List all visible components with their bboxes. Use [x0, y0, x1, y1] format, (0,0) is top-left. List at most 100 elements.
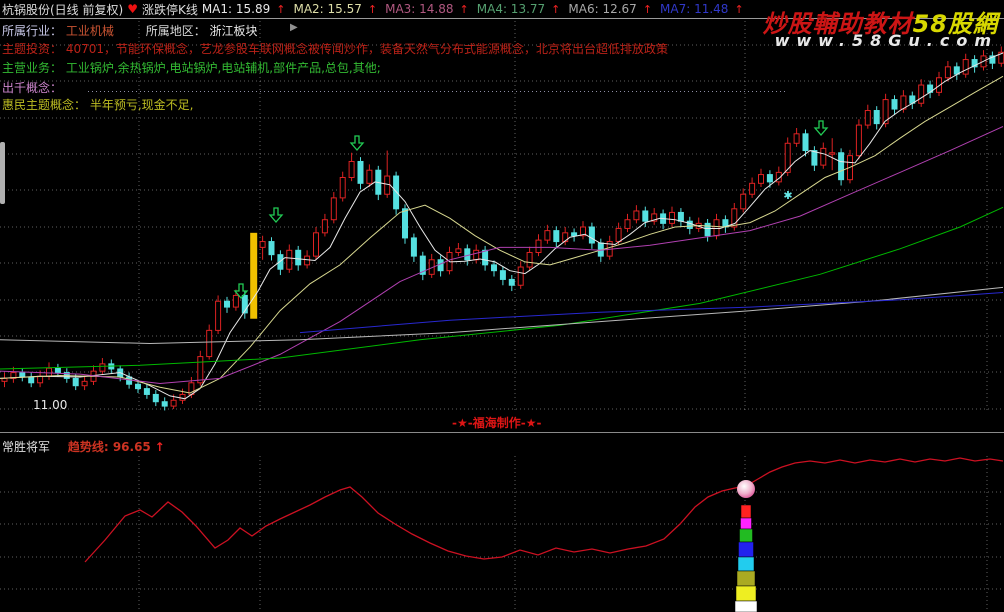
candle[interactable]	[838, 152, 845, 181]
candle[interactable]	[758, 174, 764, 184]
candle[interactable]	[99, 363, 106, 372]
candle[interactable]	[811, 150, 818, 166]
sub-indicator-name[interactable]: 常胜将军	[2, 440, 51, 454]
candle[interactable]	[54, 367, 61, 374]
candle[interactable]	[143, 388, 150, 395]
candle[interactable]	[28, 376, 35, 384]
candle[interactable]	[339, 176, 346, 199]
candle[interactable]	[19, 372, 26, 378]
candle[interactable]	[766, 174, 773, 183]
candle[interactable]	[936, 77, 942, 93]
candle[interactable]	[971, 59, 978, 68]
candle[interactable]	[384, 175, 391, 195]
candle[interactable]	[170, 399, 177, 407]
candle[interactable]	[829, 152, 836, 155]
indicator-name[interactable]: 涨跌停K线	[141, 2, 198, 17]
candle[interactable]	[268, 241, 275, 256]
candle[interactable]	[704, 222, 711, 237]
candle[interactable]	[677, 211, 684, 222]
candle[interactable]	[313, 232, 319, 257]
candle[interactable]	[393, 175, 400, 210]
candle[interactable]	[366, 169, 373, 184]
candle[interactable]	[473, 249, 480, 261]
candle[interactable]	[286, 249, 293, 270]
play-icon[interactable]: ▶	[290, 22, 298, 33]
candle[interactable]	[126, 376, 133, 385]
candle[interactable]	[944, 66, 951, 79]
candle[interactable]	[775, 171, 782, 183]
candle[interactable]	[918, 84, 925, 104]
candle[interactable]	[526, 251, 533, 268]
candle[interactable]	[206, 329, 213, 358]
candle[interactable]	[402, 208, 408, 239]
candle[interactable]	[135, 383, 141, 390]
candle[interactable]	[232, 294, 239, 308]
candle[interactable]	[455, 248, 462, 253]
candle[interactable]	[624, 219, 631, 229]
candle[interactable]	[669, 211, 675, 224]
candle[interactable]	[464, 248, 471, 261]
candle[interactable]	[553, 230, 560, 243]
candle[interactable]	[491, 264, 497, 272]
candle[interactable]	[46, 367, 52, 377]
candle[interactable]	[855, 124, 862, 157]
candle[interactable]	[891, 99, 898, 110]
candle[interactable]	[544, 230, 551, 241]
candle[interactable]	[749, 182, 756, 195]
industry-value[interactable]: 工业机械	[65, 24, 114, 38]
candle[interactable]	[419, 255, 426, 275]
candle[interactable]	[161, 401, 168, 407]
candle[interactable]	[499, 270, 506, 280]
candle[interactable]	[820, 147, 827, 166]
candle[interactable]	[224, 300, 230, 308]
candle[interactable]	[179, 393, 186, 401]
candle[interactable]	[588, 226, 595, 244]
candle[interactable]	[437, 259, 444, 272]
candle[interactable]	[81, 380, 88, 387]
candle[interactable]	[357, 160, 364, 184]
candle[interactable]	[295, 249, 302, 266]
candle[interactable]	[241, 294, 248, 314]
candle[interactable]	[882, 99, 889, 125]
candle[interactable]	[873, 110, 880, 125]
candle[interactable]	[348, 160, 355, 178]
candle[interactable]	[259, 241, 266, 248]
candle[interactable]	[535, 239, 542, 253]
candle[interactable]	[304, 255, 311, 266]
candle[interactable]	[802, 133, 809, 152]
candle[interactable]	[482, 249, 489, 266]
candle[interactable]	[517, 266, 524, 286]
candle[interactable]	[37, 375, 44, 384]
candle[interactable]	[864, 110, 871, 126]
candle[interactable]	[989, 55, 996, 64]
candle[interactable]	[508, 278, 515, 286]
candle[interactable]	[642, 210, 649, 222]
candle[interactable]	[410, 237, 417, 257]
candle[interactable]	[321, 219, 328, 234]
candle[interactable]	[793, 133, 800, 144]
candle[interactable]	[277, 254, 284, 270]
candle[interactable]	[1, 377, 8, 382]
candle[interactable]	[713, 219, 720, 237]
candle[interactable]	[10, 372, 17, 379]
candle[interactable]	[962, 59, 969, 75]
candle[interactable]	[740, 193, 747, 210]
left-scrollbar-thumb[interactable]	[0, 142, 5, 204]
candle[interactable]	[197, 356, 204, 384]
candle[interactable]	[686, 220, 693, 229]
candle[interactable]	[152, 393, 159, 403]
candle[interactable]	[215, 300, 222, 331]
region-value[interactable]: 浙江板块	[209, 24, 258, 38]
candle[interactable]	[562, 232, 569, 243]
candle[interactable]	[72, 377, 79, 387]
candle[interactable]	[784, 142, 791, 173]
candle[interactable]	[615, 227, 622, 243]
signal-candle[interactable]	[250, 232, 258, 319]
candle[interactable]	[580, 226, 586, 237]
candle[interactable]	[330, 197, 337, 221]
candle[interactable]	[571, 232, 578, 237]
candle[interactable]	[651, 213, 658, 222]
candle[interactable]	[633, 210, 640, 221]
candle[interactable]	[731, 208, 738, 228]
